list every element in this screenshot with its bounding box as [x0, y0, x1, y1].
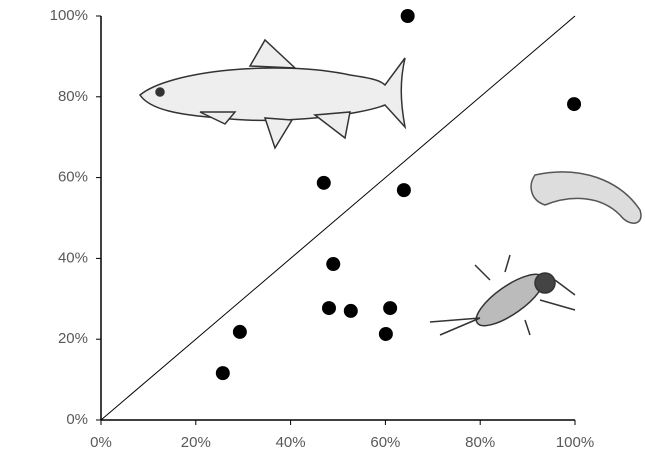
- point: [379, 327, 393, 341]
- x-tick-label: 40%: [276, 434, 306, 451]
- point: [233, 325, 247, 339]
- larva-illustration: [531, 172, 641, 223]
- chart: 0% 20% 40% 60% 80% 100% 0% 20% 40% 60% 80% 100%: [0, 0, 645, 463]
- x-tick-label: 100%: [556, 434, 594, 451]
- point: [567, 97, 581, 111]
- illustrations: [140, 40, 641, 335]
- fish-illustration: [140, 40, 405, 148]
- point: [216, 366, 230, 380]
- y-tick-label: 20%: [58, 330, 88, 347]
- point: [397, 183, 411, 197]
- x-tick-label: 20%: [181, 434, 211, 451]
- y-tick-label: 80%: [58, 88, 88, 105]
- x-tick-label: 60%: [370, 434, 400, 451]
- point: [326, 257, 340, 271]
- y-tick-label: 0%: [66, 411, 88, 428]
- point: [344, 304, 358, 318]
- nymph-illustration: [430, 255, 575, 335]
- y-tick-label: 100%: [50, 7, 88, 24]
- x-tick-label: 80%: [465, 434, 495, 451]
- y-tick-label: 60%: [58, 169, 88, 186]
- y-tick-label: 40%: [58, 249, 88, 266]
- point: [317, 176, 331, 190]
- point: [383, 301, 397, 315]
- point: [322, 301, 336, 315]
- x-tick-label: 0%: [90, 434, 112, 451]
- point: [401, 9, 415, 23]
